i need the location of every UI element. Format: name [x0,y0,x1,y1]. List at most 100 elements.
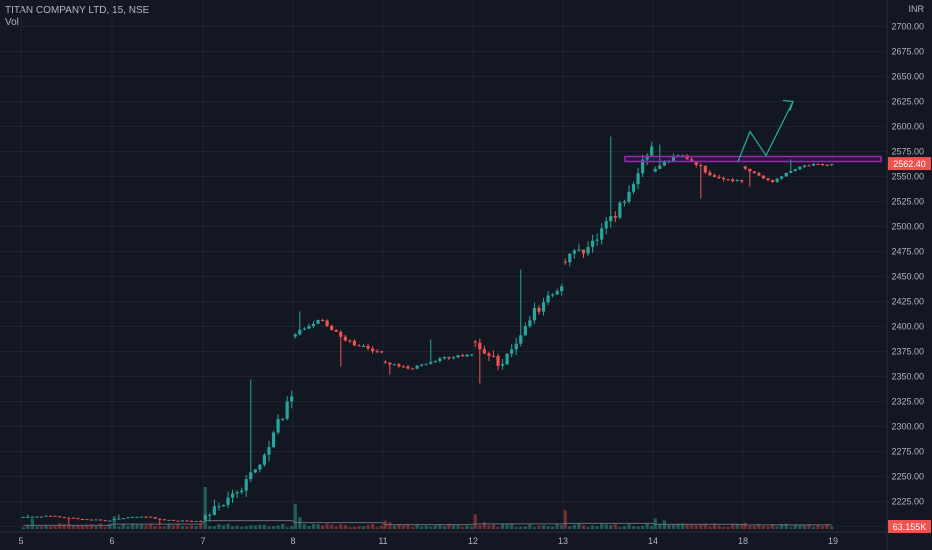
projection-path[interactable] [737,101,794,162]
volume-bar [176,523,180,529]
candle-body [180,520,185,522]
candle-body [290,396,294,402]
candle-body [636,173,640,185]
volume-bar [816,524,820,529]
volume-bar [546,526,550,529]
volume-bar [784,523,788,529]
volume-bar [121,524,125,529]
volume-bar [757,524,761,529]
candle-body [461,355,465,357]
volume-bar [285,527,289,529]
candle-body [807,165,811,167]
date-tick-label: 14 [648,536,658,546]
candle-body [586,246,590,254]
volume-bar [748,525,752,529]
volume-bar [685,523,689,529]
candle-body [622,201,627,203]
volume-bar [221,525,226,529]
volume-bar [717,525,721,529]
volume-bar [429,526,433,529]
candle-body [144,516,148,518]
volume-bar [144,525,148,529]
volume-bar [203,487,207,529]
candle-body [302,328,306,330]
resistance-zone[interactable] [624,155,882,163]
volume-bar [67,524,71,529]
date-axis[interactable]: 5 6 7 8 11 12 13 14 18 19 [0,531,887,546]
last-price-label: 2562.40 [893,159,926,169]
candle-body [712,175,717,177]
volume-bar [551,526,555,529]
volume-bar [680,523,685,529]
volume-bar [500,524,505,529]
candle-body [262,454,267,465]
volume-bar [825,524,829,529]
candle-body [618,202,622,218]
candle-body [135,516,139,518]
volume-bar [821,526,825,529]
candle-body [208,514,212,516]
price-tick-label: 2275.00 [891,447,924,457]
candle-body [285,401,289,419]
volume-bar [496,526,500,529]
volume-bar [420,526,424,529]
candle-body [424,363,428,365]
candle-body [221,504,226,507]
candle-body [89,519,94,521]
volume-bar [307,526,311,529]
volume-bar [158,526,162,529]
candle-body [199,520,203,522]
candle-body [112,519,116,521]
candle-body [465,354,469,357]
price-tick-label: 2675.00 [891,47,924,57]
date-tick-label: 8 [290,536,295,546]
candle-body [789,171,793,173]
price-tick-label: 2650.00 [891,72,924,82]
volume-bar [415,524,419,529]
volume-bar [438,524,442,529]
candle-body [600,228,604,240]
candle-body [212,506,216,515]
candle-body [71,517,75,519]
volume-bar [703,523,707,529]
candle-body [58,516,62,518]
candle-body [415,365,419,369]
volume-bar [766,526,770,529]
candle-body [761,175,766,179]
volume-bar [180,526,185,529]
volume-bar [461,527,465,529]
volume-bar [712,523,717,529]
volume-bar [627,524,631,529]
volume-bar [622,525,627,529]
candle-body [514,343,518,350]
date-tick-label: 18 [738,536,748,546]
candle-body [334,329,338,332]
last-price-badge-bg [888,157,931,171]
volume-bar [811,527,816,529]
volume-bar [532,527,537,529]
volume-bar [572,524,576,529]
volume-bar [190,525,194,529]
volume-bar [577,523,581,529]
candle-body [456,355,460,358]
candle-body [645,155,649,160]
price-axis[interactable]: INR 2200.002225.002250.002275.002300.002… [886,0,925,550]
candle-body [613,216,617,218]
candle-body [757,173,761,176]
candle-body [320,319,325,321]
candle-body [126,517,130,519]
candle-body [185,520,189,522]
candle-body [546,295,550,303]
candle-body [433,360,437,362]
volume-bar [743,522,747,529]
volume-bar [130,523,135,529]
price-tick-label: 2525.00 [891,197,924,207]
candle-body [316,319,320,324]
candle-body [190,520,194,522]
candle-body [67,517,71,519]
volume-bar [770,524,775,529]
volume-bar [442,526,447,529]
volume-bar [366,524,370,529]
candle-body [703,165,707,173]
